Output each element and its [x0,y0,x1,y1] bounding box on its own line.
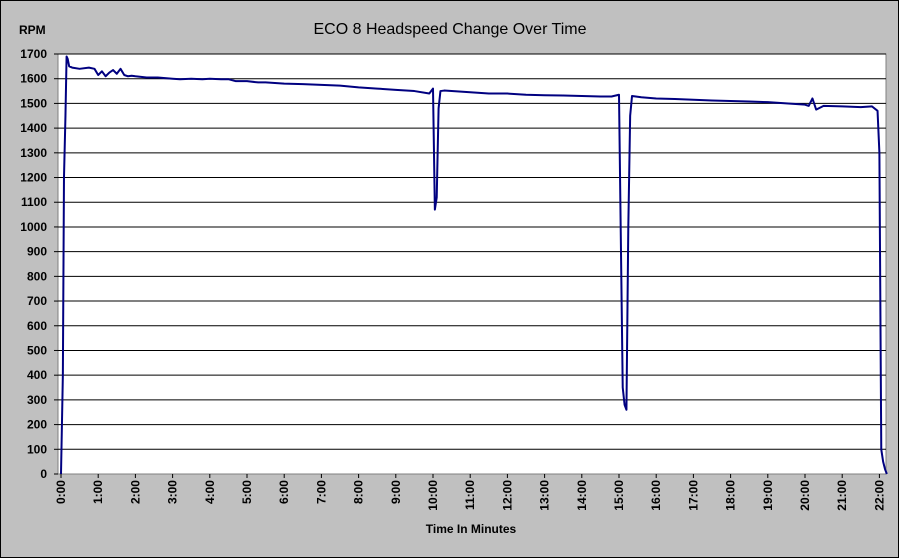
x-tick-label: 0:00 [54,480,68,504]
y-axis-label: RPM [19,23,46,37]
x-tick-label: 8:00 [352,480,366,504]
series-layer [60,55,888,475]
x-tick-label: 1:00 [91,480,105,504]
x-tick-label: 16:00 [649,480,663,511]
y-tick-label: 200 [27,418,47,432]
x-tick-label: 19:00 [761,480,775,511]
x-tick-label: 11:00 [463,480,477,510]
x-axis-ticks: 0:00 1:00 2:00 3:00 4:00 5:00 6:00 7:00 8:00 9:00… [54,474,886,511]
y-tick-label: 1400 [20,121,47,135]
y-tick-label: 300 [27,393,47,407]
y-tick-label: 500 [27,343,47,357]
x-tick-label: 5:00 [240,480,254,504]
x-axis-label: Time In Minutes [426,522,517,536]
y-tick-label: 1600 [20,72,47,86]
x-tick-label: 10:00 [426,480,440,511]
x-tick-label: 18:00 [724,480,738,511]
x-tick-label: 22:00 [872,480,886,511]
x-tick-label: 14:00 [575,480,589,511]
y-tick-label: 700 [27,294,47,308]
x-tick-label: 6:00 [277,480,291,504]
y-tick-label: 100 [27,442,47,456]
y-tick-label: 1700 [20,47,47,61]
series-line [60,55,888,475]
x-tick-label: 13:00 [538,480,552,511]
chart-title: ECO 8 Headspeed Change Over Time [313,21,586,38]
y-tick-label: 900 [27,245,47,259]
y-tick-label: 600 [27,319,47,333]
x-tick-label: 9:00 [389,480,403,504]
plot-area [57,53,887,475]
grid-lines [58,53,886,450]
y-axis-ticks: 0 100 200 300 400 500 600 700 800 900 1000 1100 1200… [20,47,58,481]
y-tick-label: 400 [27,368,47,382]
y-tick-label: 1500 [20,96,47,110]
x-tick-label: 15:00 [612,480,626,511]
x-tick-label: 4:00 [203,480,217,504]
x-tick-label: 21:00 [835,480,849,511]
y-tick-label: 1000 [20,220,47,234]
x-tick-label: 12:00 [500,480,514,511]
x-tick-label: 17:00 [686,480,700,511]
y-tick-label: 1200 [20,171,47,185]
y-tick-label: 800 [27,269,47,283]
y-tick-label: 0 [40,467,47,481]
x-tick-label: 3:00 [166,480,180,504]
x-tick-label: 20:00 [798,480,812,511]
y-tick-label: 1100 [21,195,47,209]
x-tick-label: 2:00 [128,480,142,504]
y-tick-label: 1300 [20,146,47,160]
x-tick-label: 7:00 [314,480,328,504]
